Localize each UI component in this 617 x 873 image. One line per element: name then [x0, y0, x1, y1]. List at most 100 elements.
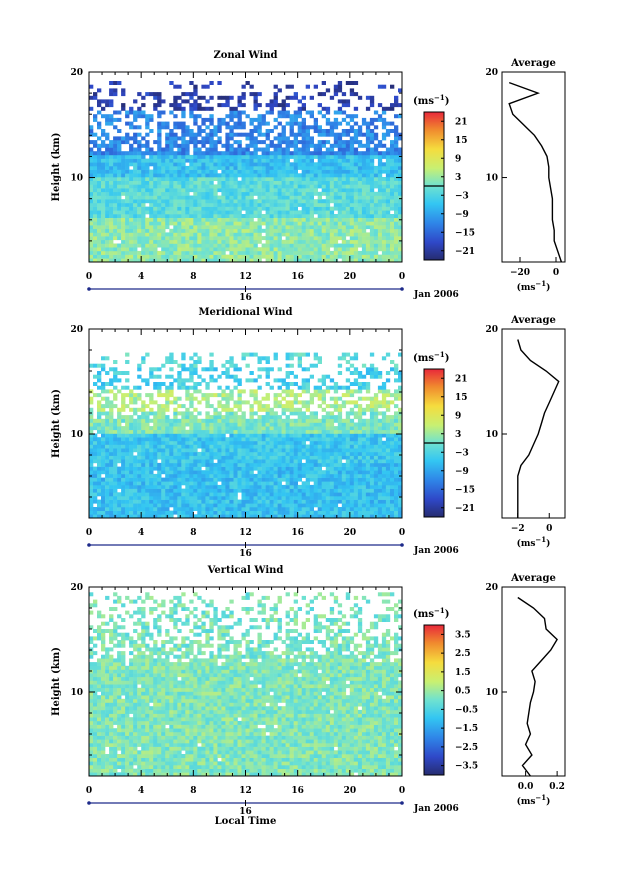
- heatmap-cell: [385, 444, 391, 449]
- heatmap-cell: [177, 492, 182, 497]
- heatmap-cell: [229, 184, 234, 189]
- heatmap-cell: [277, 221, 282, 226]
- heatmap-cell: [221, 499, 226, 504]
- heatmap-cell: [390, 151, 395, 156]
- heatmap-cell: [145, 495, 150, 500]
- heatmap-cell: [217, 426, 222, 431]
- heatmap-cell: [329, 169, 335, 174]
- heatmap-cell: [293, 132, 298, 137]
- heatmap-cell: [177, 459, 182, 464]
- heatmap-cell: [113, 429, 118, 434]
- heatmap-cell: [133, 239, 138, 244]
- heatmap-cell: [321, 492, 326, 497]
- heatmap-cell: [105, 228, 110, 233]
- heatmap-cell: [357, 507, 363, 511]
- heatmap-cell: [205, 239, 210, 244]
- heatmap-cell: [390, 180, 395, 185]
- heatmap-cell: [233, 162, 238, 167]
- heatmap-cell: [281, 459, 286, 464]
- heatmap-cell: [177, 143, 182, 148]
- heatmap-cell: [213, 162, 218, 167]
- heatmap-cell: [153, 440, 158, 445]
- heatmap-cell: [257, 191, 262, 196]
- heatmap-cell: [285, 136, 290, 141]
- heatmap-cell: [245, 114, 250, 119]
- heatmap-cell: [241, 125, 246, 130]
- heatmap-cell: [141, 158, 146, 163]
- heatmap-cell: [229, 202, 234, 207]
- heatmap-cell: [301, 188, 306, 193]
- heatmap-cell: [201, 206, 206, 211]
- heatmap-cell: [245, 221, 250, 226]
- heatmap-cell: [309, 225, 314, 230]
- heatmap-cell: [197, 95, 202, 100]
- heatmap-cell: [281, 180, 286, 185]
- heatmap-cell: [357, 470, 363, 475]
- heatmap-cell: [257, 140, 262, 145]
- heatmap-cell: [353, 250, 359, 255]
- heatmap-cell: [381, 214, 387, 218]
- heatmap-cell: [133, 221, 138, 226]
- heatmap-cell: [205, 173, 210, 178]
- day-bar-start: [87, 287, 91, 291]
- heatmap-cell: [385, 258, 391, 263]
- heatmap-cell: [213, 177, 218, 181]
- heatmap-cell: [129, 206, 134, 211]
- heatmap-cell: [121, 437, 126, 442]
- heatmap-cell: [353, 492, 359, 497]
- heatmap-cell: [257, 158, 262, 163]
- heatmap-cell: [181, 129, 186, 133]
- heatmap-cell: [273, 484, 278, 489]
- heatmap-cell: [177, 154, 182, 159]
- heatmap-cell: [165, 184, 170, 189]
- heatmap-cell: [161, 202, 166, 207]
- heatmap-cell: [357, 473, 363, 478]
- heatmap-cell: [129, 232, 134, 237]
- heatmap-cell: [193, 177, 198, 181]
- heatmap-cell: [297, 495, 302, 500]
- heatmap-cell: [113, 210, 118, 215]
- heatmap-cell: [213, 473, 218, 478]
- heatmap-cell: [325, 455, 331, 460]
- heatmap-cell: [101, 514, 106, 519]
- heatmap-cell: [261, 499, 266, 504]
- heatmap-cell: [249, 473, 254, 478]
- heatmap-cell: [253, 254, 258, 259]
- heatmap-cell: [113, 184, 118, 189]
- heatmap-cell: [253, 191, 258, 196]
- heatmap-cell: [109, 221, 114, 226]
- colorbar-unit: (ms−1): [413, 93, 449, 107]
- heatmap-cell: [157, 195, 162, 200]
- heatmap-cell: [390, 129, 395, 133]
- y-tick-label: 10: [70, 174, 83, 184]
- heatmap-cell: [385, 221, 391, 226]
- heatmap-cell: [213, 510, 218, 515]
- heatmap-cell: [185, 173, 190, 178]
- heatmap-cell: [161, 162, 166, 167]
- heatmap-cell: [133, 188, 138, 193]
- heatmap-cell: [293, 444, 298, 449]
- heatmap-cell: [109, 88, 114, 93]
- heatmap-cell: [237, 188, 242, 193]
- heatmap-cell: [157, 451, 162, 456]
- heatmap-cell: [97, 232, 102, 237]
- heatmap-cell: [369, 437, 375, 442]
- heatmap-cell: [213, 195, 218, 200]
- heatmap-cell: [365, 225, 371, 230]
- heatmap-cell: [185, 188, 190, 193]
- heatmap-cell: [369, 477, 375, 482]
- heatmap-cell: [329, 477, 335, 482]
- heatmap-cell: [309, 114, 314, 119]
- heatmap-cell: [313, 470, 318, 475]
- heatmap-cell: [165, 243, 170, 248]
- heatmap-cell: [229, 254, 234, 259]
- heatmap-cell: [113, 477, 118, 482]
- heatmap-cell: [317, 110, 322, 115]
- heatmap-cell: [321, 236, 326, 241]
- heatmap-cell: [101, 99, 106, 104]
- heatmap-cell: [381, 451, 387, 456]
- heatmap-cell: [89, 151, 94, 156]
- heatmap-cell: [245, 206, 250, 211]
- heatmap-cell: [365, 236, 371, 241]
- heatmap-cell: [249, 132, 254, 137]
